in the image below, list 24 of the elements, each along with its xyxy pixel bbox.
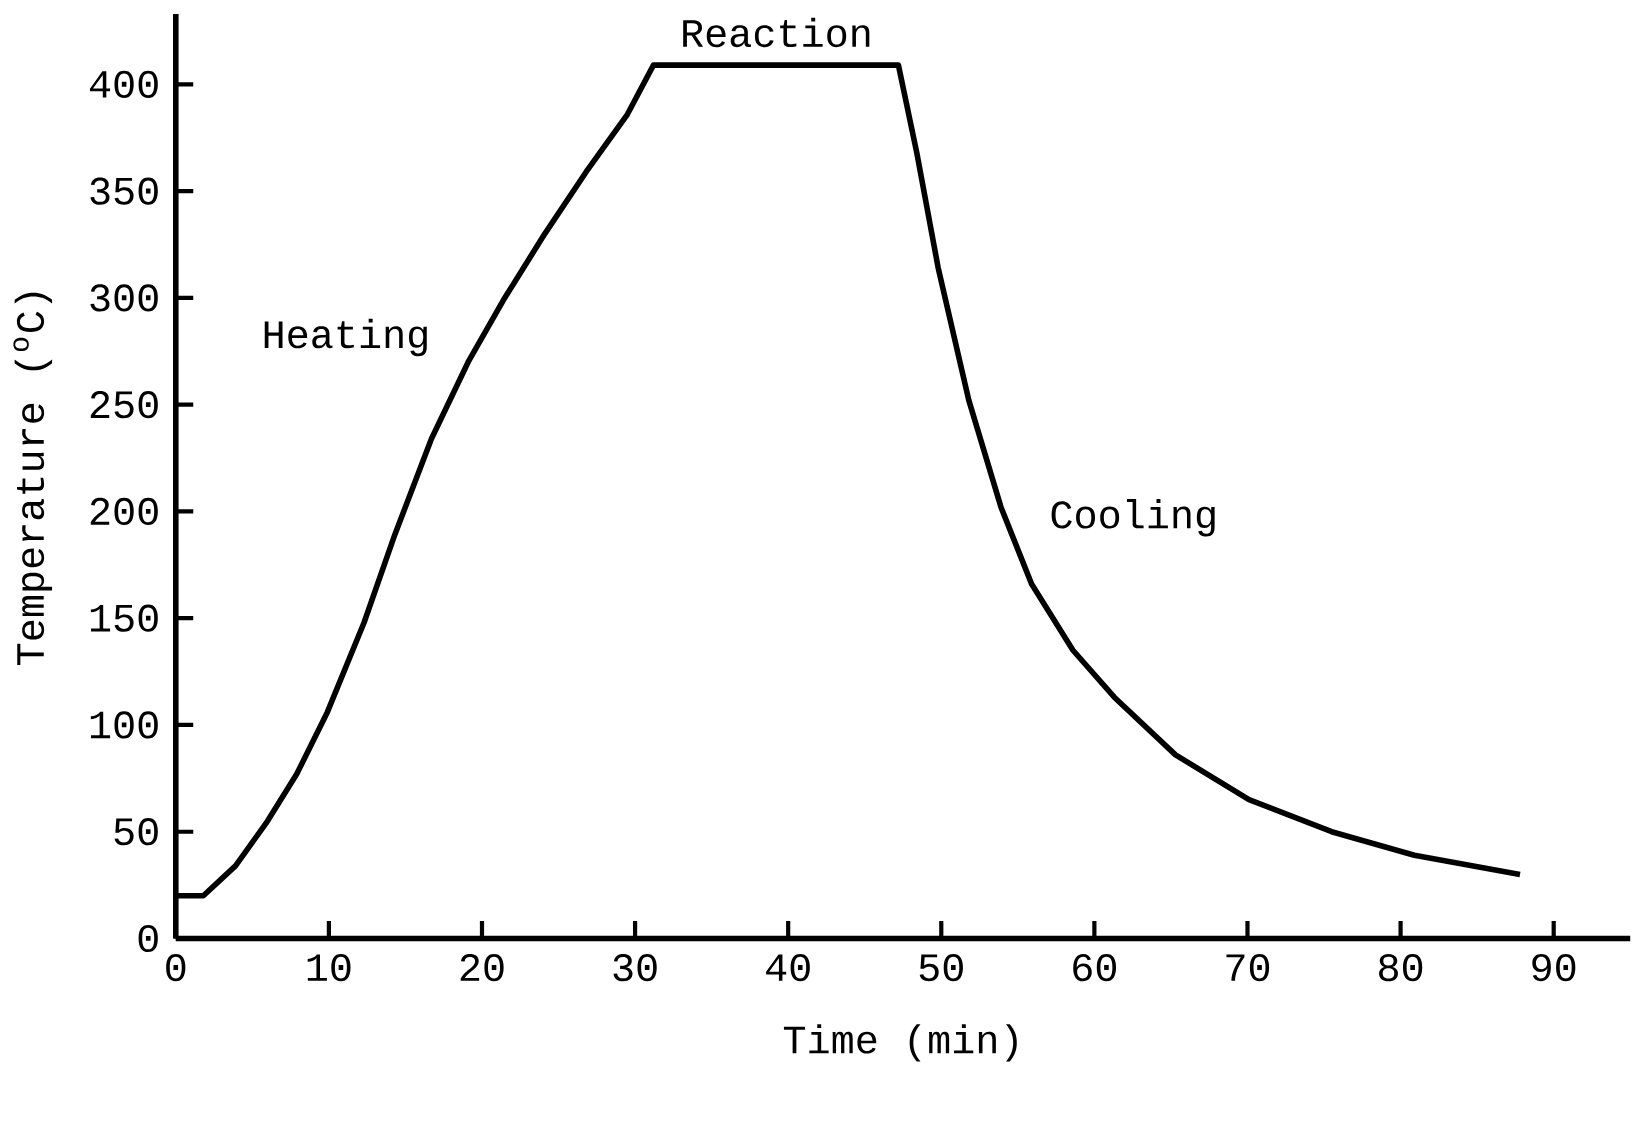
- y-tick-label: 0: [138, 924, 158, 952]
- annotation: Reaction: [683, 17, 870, 47]
- x-axis-title: Time (min): [783, 1023, 1017, 1062]
- x-tick-label: 40: [766, 953, 810, 982]
- x-tick-label: 30: [613, 953, 657, 982]
- x-tick-label: 10: [307, 953, 351, 982]
- y-axis-title: Temperature ($^{o}$C): [13, 292, 53, 665]
- x-tick-label: 0: [166, 953, 186, 982]
- y-tick-label: 350: [90, 177, 158, 205]
- y-tick-label: 200: [90, 497, 158, 525]
- x-tick-label: 70: [1226, 953, 1270, 982]
- y-tick-label: 50: [114, 817, 158, 846]
- x-tick-label: 80: [1379, 953, 1423, 982]
- annotation: Heating: [264, 318, 427, 357]
- y-tick-label: 300: [90, 284, 158, 312]
- y-tick-label: 100: [90, 711, 158, 739]
- y-tick-label: 250: [90, 390, 158, 419]
- x-tick-label: 60: [1073, 953, 1117, 982]
- x-tick-label: 20: [460, 953, 504, 982]
- y-tick-label: 400: [89, 70, 158, 98]
- annotation: Cooling: [1051, 498, 1215, 537]
- x-tick-label: 50: [919, 953, 963, 982]
- y-tick-label: 150: [90, 604, 158, 632]
- x-tick-label: 90: [1532, 953, 1576, 982]
